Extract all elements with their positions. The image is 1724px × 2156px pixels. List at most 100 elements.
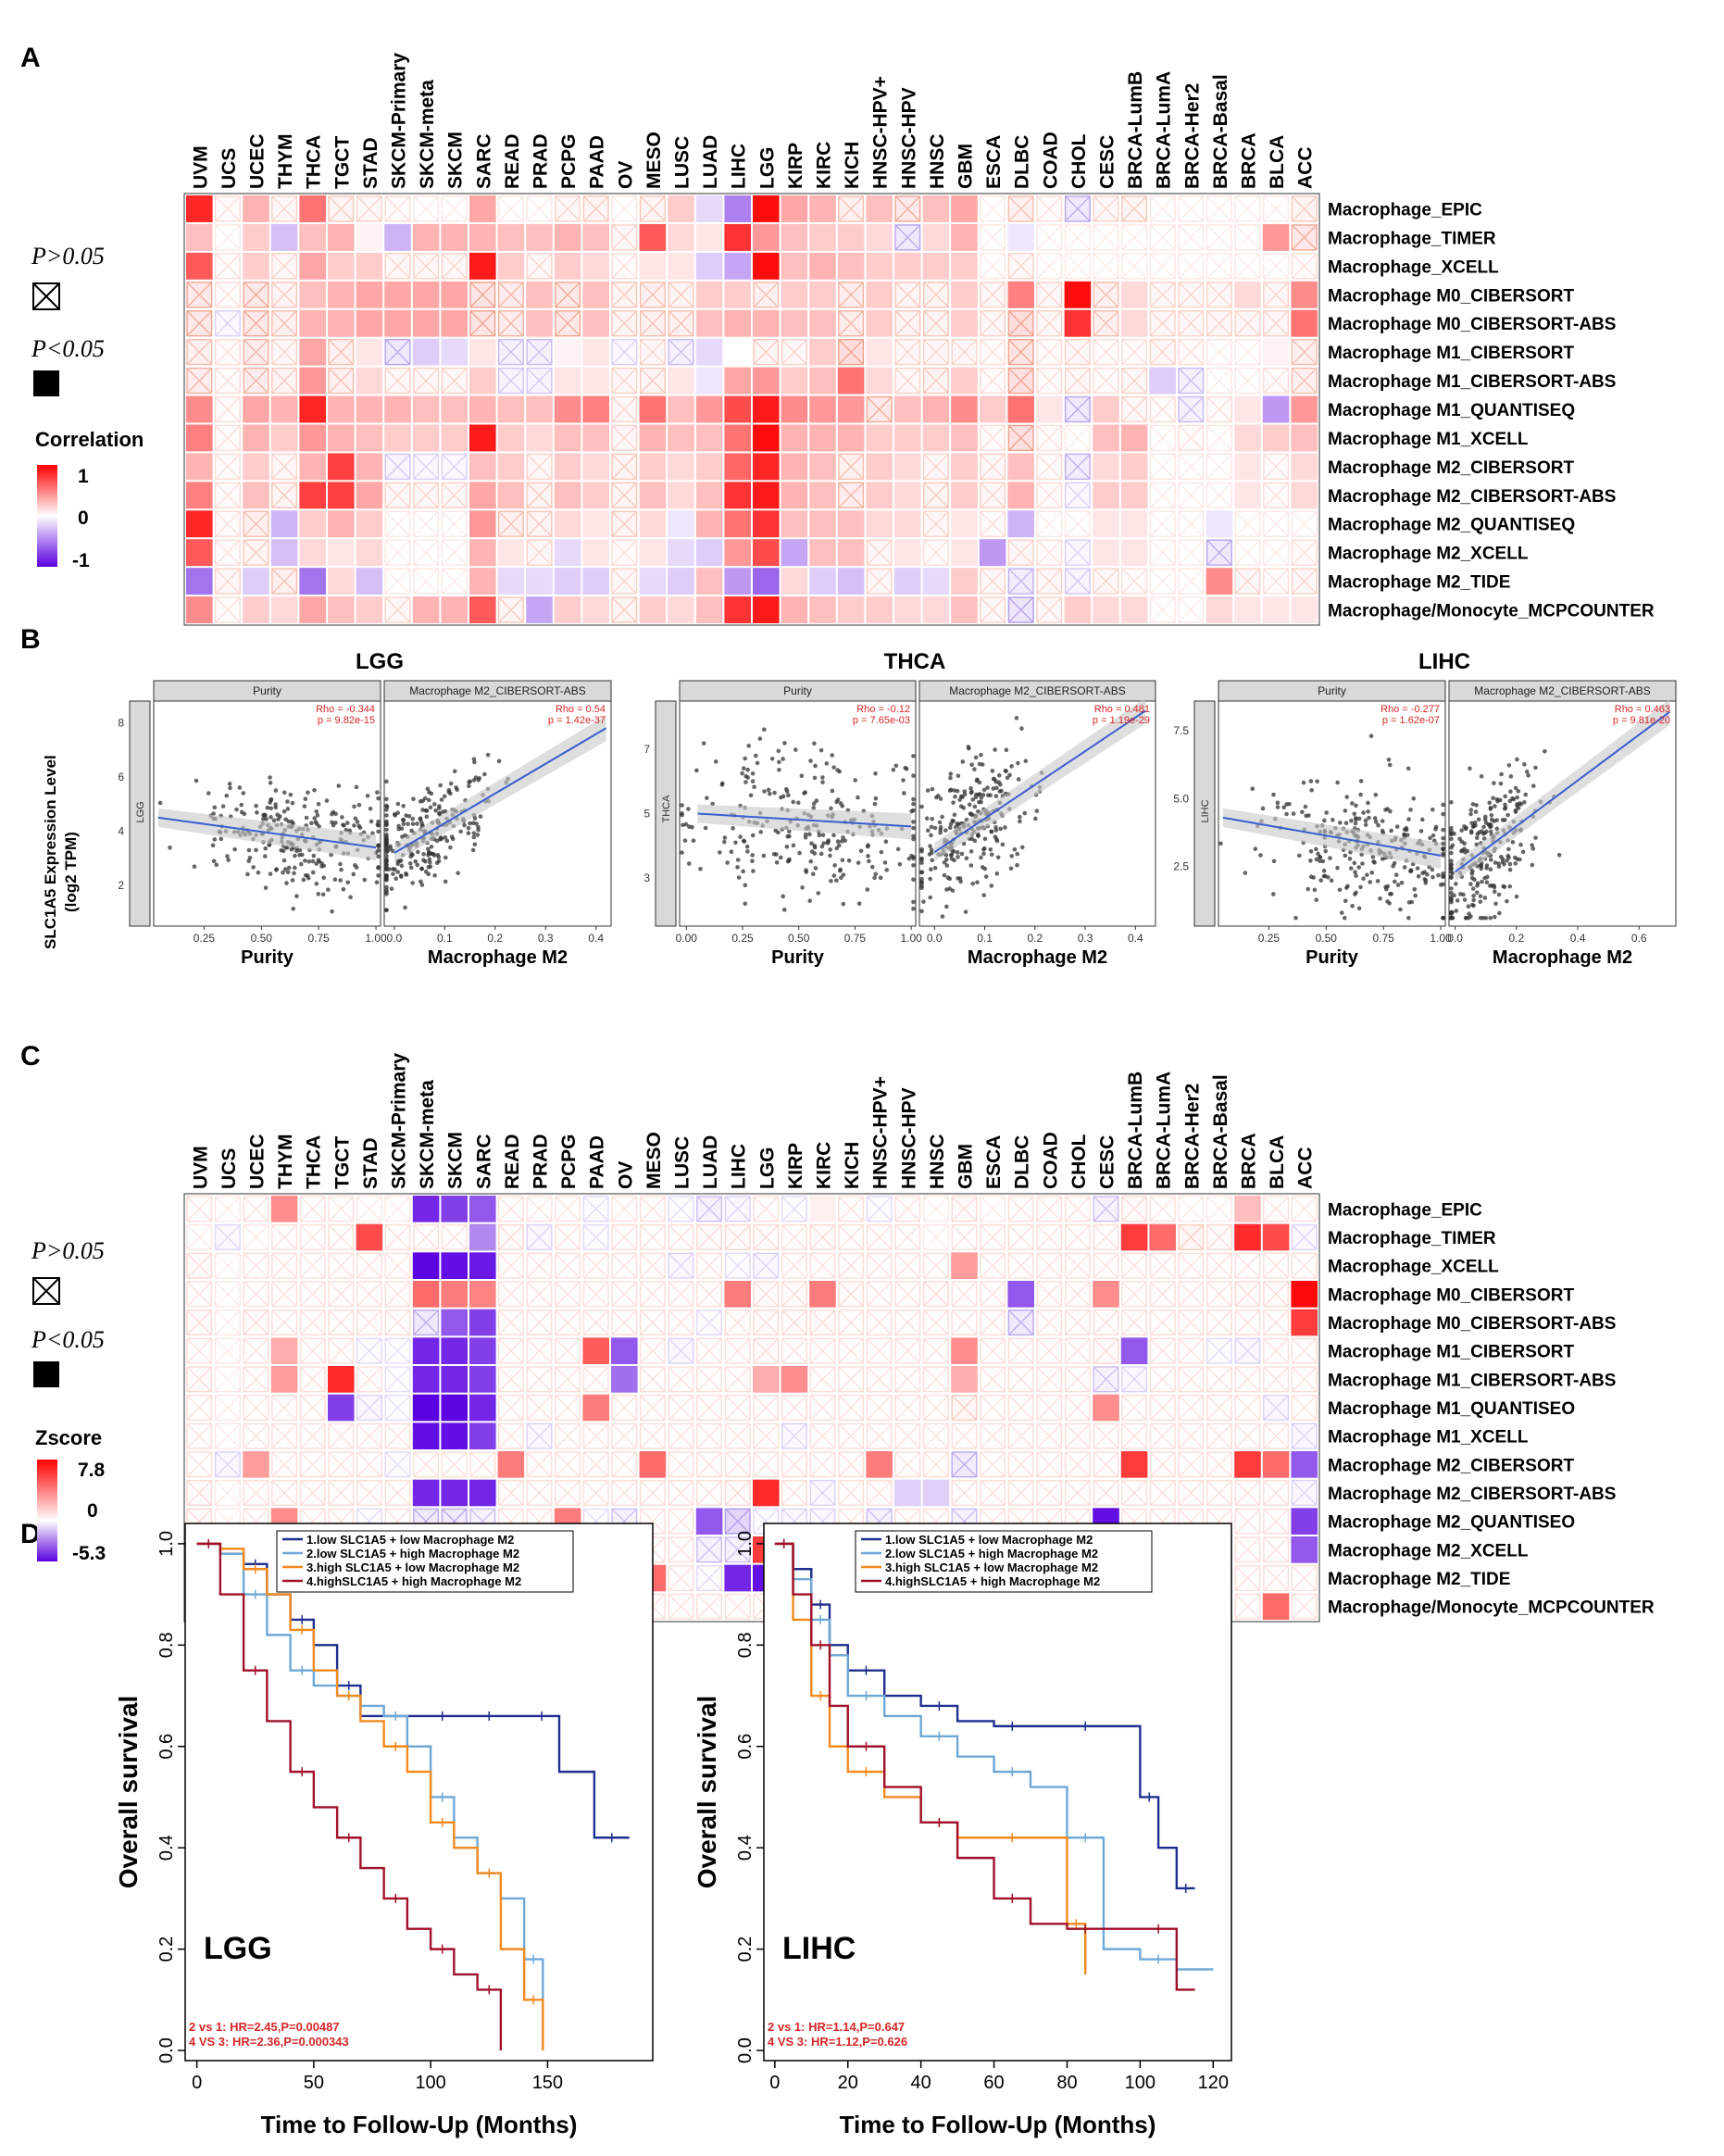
y-tick-label: 3	[643, 871, 650, 884]
cell-fill	[582, 395, 609, 423]
cell-ns-cross	[271, 453, 297, 480]
heatmap-cell	[951, 1281, 978, 1308]
heatmap-cell	[838, 338, 865, 366]
heatmap-cell	[1120, 1337, 1148, 1364]
heatmap-cell	[1178, 482, 1205, 508]
column-label: TGCT	[331, 1136, 353, 1189]
scatter-point	[384, 779, 389, 784]
cell-ns-cross	[1121, 1196, 1147, 1222]
cell-fill	[441, 1309, 468, 1336]
heatmap-cell	[1291, 338, 1318, 366]
scatter-point	[725, 860, 730, 865]
heatmap-cell	[1036, 1252, 1063, 1279]
cell-ns-cross	[611, 368, 638, 394]
heatmap-cell	[724, 252, 751, 280]
cell-ns-cross	[809, 1224, 836, 1250]
cell-fill	[469, 539, 496, 567]
heatmap-cell	[271, 338, 298, 366]
column-label: THYM	[275, 1134, 296, 1190]
cell-fill	[951, 453, 978, 481]
scatter-point	[437, 806, 442, 810]
heatmap-cell	[270, 395, 298, 423]
scatter-point	[776, 830, 781, 835]
heatmap-cell	[412, 1196, 440, 1222]
heatmap-cell	[299, 424, 326, 452]
heatmap-cell	[1262, 223, 1290, 251]
heatmap-cell	[243, 539, 269, 566]
cell-fill	[469, 424, 496, 452]
cell-fill	[1291, 453, 1318, 481]
heatmap-cell	[1036, 282, 1063, 308]
x-tick-label: 0.25	[731, 932, 754, 945]
scatter-point	[873, 871, 879, 877]
heatmap-cell	[186, 367, 213, 395]
heatmap-cell	[1120, 539, 1148, 567]
heatmap-cell	[186, 282, 213, 308]
heatmap-cell	[781, 338, 807, 366]
cell-ns-cross	[1121, 253, 1147, 280]
heatmap-cell	[695, 309, 723, 337]
scatter-point	[326, 887, 331, 893]
cell-fill	[724, 596, 751, 623]
heatmap-cell	[1093, 424, 1119, 452]
heatmap-cell	[695, 395, 723, 423]
scatter-point	[269, 815, 273, 820]
cell-fill	[668, 596, 694, 623]
heatmap-cell	[1149, 1394, 1176, 1422]
heatmap-cell	[299, 596, 326, 623]
scatter-point	[733, 840, 738, 846]
heatmap-cell	[695, 1508, 723, 1535]
column-label: SKCM-Primary	[389, 1053, 410, 1189]
heatmap-cell	[1263, 1536, 1290, 1563]
cell-fill	[668, 367, 694, 395]
heatmap-cell	[951, 482, 978, 509]
cell-fill	[469, 1196, 496, 1222]
cell-fill	[1262, 223, 1290, 251]
heatmap-cell	[639, 539, 667, 567]
cell-fill	[384, 424, 411, 452]
y-tick-label: 2	[118, 879, 124, 892]
cell-ns-cross	[1291, 339, 1318, 366]
cell-fill	[356, 309, 383, 337]
cell-fill	[1291, 482, 1318, 509]
scatter-point	[748, 793, 754, 798]
cell-ns-cross	[1149, 510, 1176, 537]
heatmap-cell	[441, 453, 468, 481]
heatmap-cell	[724, 395, 751, 423]
cell-ns-cross	[894, 1196, 921, 1222]
cell-fill	[753, 223, 780, 251]
column-label: KIRC	[814, 1142, 835, 1189]
heatmap-cell	[980, 482, 1006, 508]
scatter-point	[911, 877, 916, 882]
heatmap-cell	[555, 1337, 581, 1364]
cell-fill	[951, 482, 978, 509]
heatmap-cell	[1149, 1281, 1176, 1308]
heatmap-cell	[866, 1337, 893, 1364]
cell-ns-cross	[299, 1310, 326, 1335]
heatmap-cell	[384, 1337, 411, 1364]
heatmap-cell	[894, 224, 921, 251]
cell-ns-cross	[526, 453, 553, 480]
heatmap-cell	[1093, 1309, 1119, 1336]
scatter-point	[758, 830, 763, 834]
heatmap-cell	[497, 1423, 524, 1449]
cell-ns-cross	[1178, 1281, 1205, 1308]
scatter-point	[234, 807, 239, 812]
heatmap-cell	[639, 1223, 666, 1251]
heatmap-cell	[299, 510, 326, 538]
cell-ns-cross	[923, 368, 949, 394]
heatmap-cell	[838, 453, 865, 481]
heatmap-cell	[1036, 510, 1063, 537]
scatter-point	[291, 906, 296, 911]
column-label: LGG	[756, 1147, 778, 1190]
cell-ns-cross	[498, 310, 524, 337]
scatter-point	[354, 784, 359, 790]
cell-fill	[753, 539, 780, 567]
scatter-point	[303, 859, 307, 863]
column-label: READ	[502, 133, 523, 189]
scatter-point	[399, 863, 405, 869]
heatmap-cell	[1234, 1337, 1261, 1364]
heatmap-cell	[469, 1479, 496, 1507]
cell-ns-cross	[1234, 1281, 1261, 1308]
heatmap-cell	[695, 482, 723, 509]
